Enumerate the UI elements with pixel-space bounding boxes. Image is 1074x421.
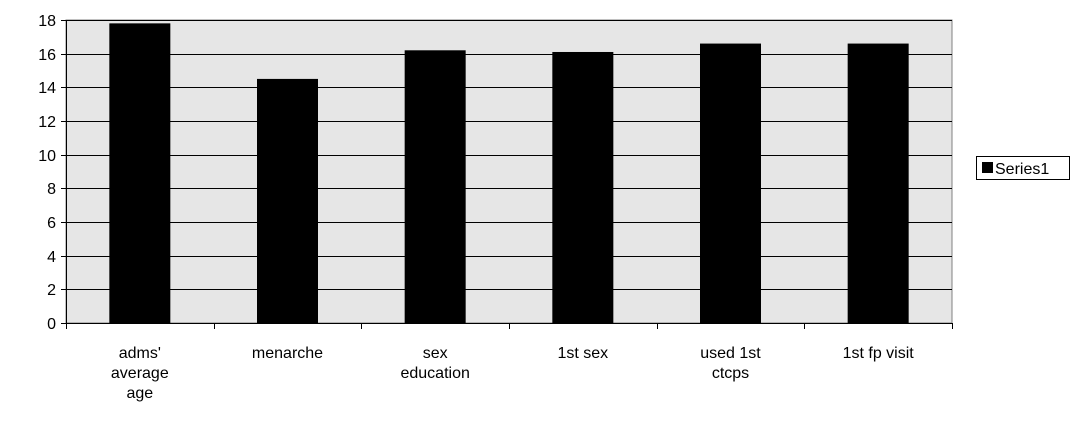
bar-5	[847, 43, 909, 324]
x-tick-label-2: sex education	[400, 345, 469, 382]
bar-3	[552, 51, 614, 323]
y-tick-label-0: 0	[47, 316, 56, 333]
y-tick-labels: 0 2 4 6 8 10 12 14 16 18	[38, 13, 56, 333]
bar-2	[404, 50, 466, 324]
y-tick-label-16: 16	[38, 47, 56, 64]
x-tick-label-4: used 1st ctcps	[700, 345, 761, 382]
y-tick-label-6: 6	[47, 215, 56, 232]
legend-box	[976, 156, 1070, 180]
axes	[61, 20, 953, 329]
y-tick-label-14: 14	[38, 80, 56, 97]
bar-1	[257, 78, 318, 324]
bar-0	[109, 23, 171, 323]
bars	[109, 23, 909, 324]
y-tick-label-10: 10	[38, 148, 56, 165]
plot-background	[65, 19, 953, 324]
x-tick-label-1: menarche	[252, 345, 323, 362]
y-tick-label-4: 4	[47, 249, 56, 266]
y-tick-label-8: 8	[47, 181, 56, 198]
legend-label-series1: Series1	[995, 161, 1049, 178]
y-tick-label-12: 12	[38, 114, 56, 131]
x-tick-label-5: 1st fp visit	[843, 345, 915, 362]
plot-area	[65, 19, 953, 324]
y-tick-label-2: 2	[47, 282, 56, 299]
gridlines	[66, 20, 952, 290]
legend: Series1	[976, 156, 1070, 180]
x-tick-label-3: 1st sex	[557, 345, 608, 362]
bar-4	[700, 43, 761, 324]
legend-swatch-series1	[982, 162, 993, 173]
y-tick-label-18: 18	[38, 13, 56, 30]
x-tick-labels: adms' average age menarche sex education 1st s…	[111, 345, 914, 402]
x-tick-label-0: adms' average age	[111, 345, 169, 402]
